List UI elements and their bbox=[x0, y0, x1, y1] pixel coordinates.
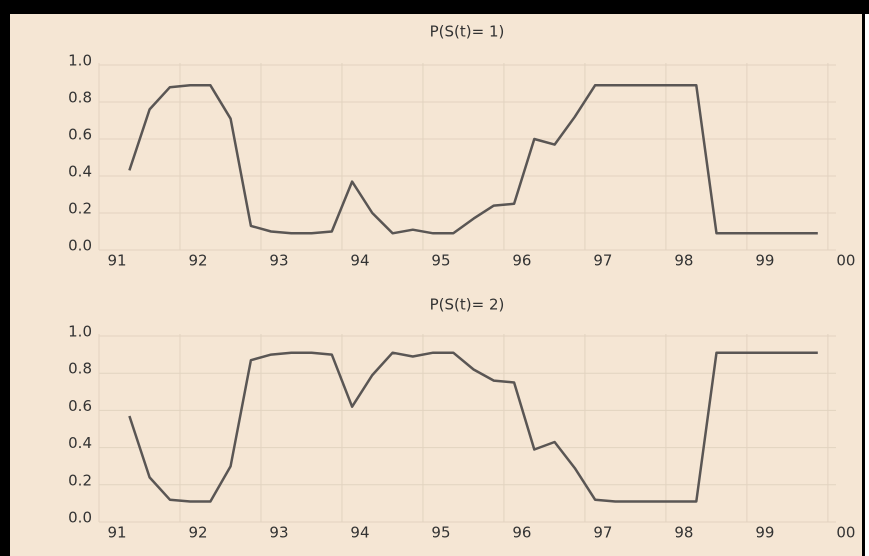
x-tick-label: 92 bbox=[188, 252, 207, 270]
chart-title: P(S(t)= 2) bbox=[430, 296, 505, 314]
data-line bbox=[128, 84, 818, 235]
x-tick-label: 95 bbox=[431, 252, 450, 270]
x-tick-label: 94 bbox=[350, 524, 369, 542]
left-border bbox=[0, 0, 10, 556]
x-tick-label: 96 bbox=[512, 252, 531, 270]
x-tick-label: 92 bbox=[188, 524, 207, 542]
y-tick-label: 0.0 bbox=[68, 237, 92, 255]
y-tick-label: 0.2 bbox=[68, 200, 92, 218]
x-tick-label: 99 bbox=[755, 524, 774, 542]
x-tick-label: 93 bbox=[269, 524, 288, 542]
x-tick-label: 97 bbox=[593, 524, 612, 542]
right-border bbox=[862, 0, 865, 556]
y-tick-label: 0.8 bbox=[68, 360, 92, 378]
y-tick-label: 0.6 bbox=[68, 126, 92, 144]
chart-title: P(S(t)= 1) bbox=[430, 23, 505, 41]
y-tick-label: 1.0 bbox=[68, 323, 92, 341]
y-tick-label: 0.0 bbox=[68, 509, 92, 527]
x-tick-label: 98 bbox=[674, 524, 693, 542]
x-tick-label: 00 bbox=[836, 524, 855, 542]
x-tick-label: 00 bbox=[836, 252, 855, 270]
top-border bbox=[0, 0, 869, 14]
x-tick-label: 98 bbox=[674, 252, 693, 270]
y-tick-label: 0.4 bbox=[68, 163, 92, 181]
x-tick-label: 95 bbox=[431, 524, 450, 542]
x-tick-label: 91 bbox=[107, 524, 126, 542]
x-tick-label: 96 bbox=[512, 524, 531, 542]
data-line bbox=[128, 351, 818, 503]
x-tick-label: 97 bbox=[593, 252, 612, 270]
x-tick-label: 94 bbox=[350, 252, 369, 270]
plot-background bbox=[10, 14, 862, 556]
y-tick-label: 0.2 bbox=[68, 471, 92, 489]
x-tick-label: 99 bbox=[755, 252, 774, 270]
y-tick-label: 0.6 bbox=[68, 397, 92, 415]
y-tick-label: 0.8 bbox=[68, 89, 92, 107]
x-tick-label: 93 bbox=[269, 252, 288, 270]
y-tick-label: 1.0 bbox=[68, 52, 92, 70]
y-tick-label: 0.4 bbox=[68, 434, 92, 452]
x-tick-label: 91 bbox=[107, 252, 126, 270]
